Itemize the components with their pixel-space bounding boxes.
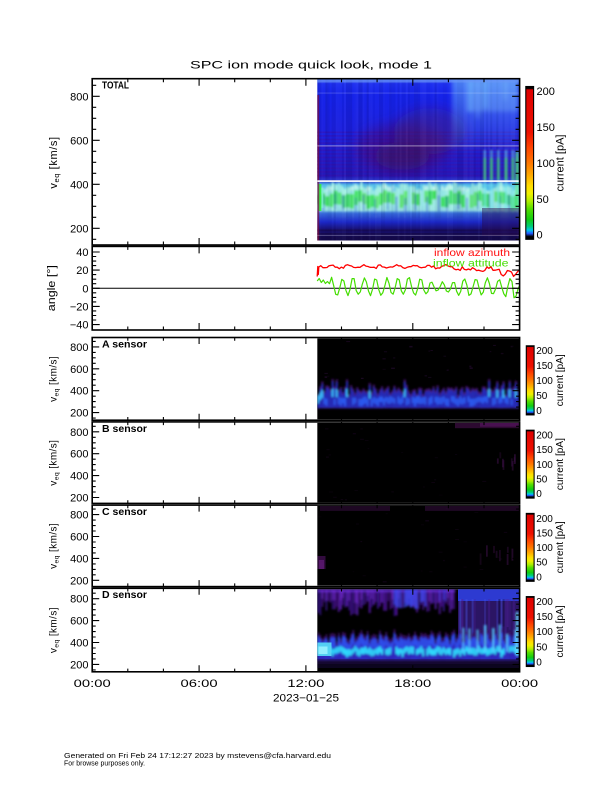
svg-text:TOTAL: TOTAL (102, 81, 129, 92)
svg-text:50: 50 (536, 475, 548, 486)
svg-text:150: 150 (536, 361, 553, 372)
svg-text:200: 200 (70, 659, 88, 671)
svg-text:40: 40 (76, 247, 88, 259)
svg-text:200: 200 (537, 86, 555, 98)
svg-text:For browse purposes only.: For browse purposes only. (64, 758, 145, 767)
svg-text:Generated on Fri Feb 24 17:12:: Generated on Fri Feb 24 17:12:27 2023 by… (64, 751, 331, 760)
svg-text:0: 0 (536, 658, 542, 669)
svg-text:−20: −20 (70, 301, 89, 313)
svg-text:20: 20 (76, 265, 88, 277)
svg-text:100: 100 (537, 158, 555, 170)
svg-text:0: 0 (82, 283, 88, 295)
svg-text:150: 150 (536, 445, 553, 456)
svg-text:C sensor: C sensor (102, 507, 147, 518)
svg-text:200: 200 (536, 597, 553, 608)
svg-text:current [pA]: current [pA] (555, 135, 567, 192)
svg-text:current [pA]: current [pA] (555, 438, 566, 490)
svg-text:0: 0 (537, 230, 543, 242)
svg-text:200: 200 (536, 346, 553, 357)
svg-text:800: 800 (70, 91, 88, 103)
svg-text:0: 0 (536, 572, 542, 583)
svg-text:100: 100 (536, 543, 553, 554)
svg-text:18:00: 18:00 (394, 678, 431, 690)
svg-text:0: 0 (536, 489, 542, 500)
svg-text:400: 400 (70, 471, 88, 483)
svg-text:06:00: 06:00 (181, 678, 218, 690)
svg-text:200: 200 (70, 223, 88, 235)
svg-text:50: 50 (537, 194, 549, 206)
svg-text:0: 0 (536, 406, 542, 417)
svg-text:2023−01−25: 2023−01−25 (273, 693, 339, 705)
svg-text:inflow attitude: inflow attitude (433, 257, 509, 269)
svg-text:B sensor: B sensor (102, 424, 147, 435)
svg-text:150: 150 (537, 122, 555, 134)
svg-text:50: 50 (536, 558, 548, 569)
svg-text:angle [°]: angle [°] (46, 265, 58, 311)
svg-text:800: 800 (70, 342, 88, 354)
svg-text:400: 400 (70, 553, 88, 565)
svg-text:veq [km/s]: veq [km/s] (49, 523, 61, 569)
svg-text:200: 200 (70, 493, 88, 505)
svg-text:200: 200 (536, 514, 553, 525)
svg-text:400: 400 (70, 386, 88, 398)
svg-text:veq [km/s]: veq [km/s] (49, 356, 61, 402)
svg-text:veq [km/s]: veq [km/s] (49, 607, 61, 653)
svg-text:veq [km/s]: veq [km/s] (49, 440, 61, 486)
svg-text:D sensor: D sensor (102, 590, 147, 601)
svg-text:400: 400 (70, 179, 88, 191)
svg-text:inflow azimuth: inflow azimuth (434, 247, 510, 259)
svg-text:A sensor: A sensor (102, 339, 147, 350)
svg-text:600: 600 (70, 364, 88, 376)
svg-text:200: 200 (70, 408, 88, 420)
svg-text:12:00: 12:00 (287, 678, 324, 690)
svg-text:current [pA]: current [pA] (555, 354, 566, 406)
svg-text:150: 150 (536, 612, 553, 623)
svg-text:100: 100 (536, 460, 553, 471)
svg-text:800: 800 (70, 427, 88, 439)
svg-text:50: 50 (536, 391, 548, 402)
svg-text:600: 600 (70, 616, 88, 628)
svg-text:800: 800 (70, 594, 88, 606)
svg-text:current [pA]: current [pA] (555, 605, 566, 657)
svg-text:200: 200 (70, 575, 88, 587)
svg-text:00:00: 00:00 (74, 678, 111, 690)
svg-text:veq [km/s]: veq [km/s] (48, 136, 61, 188)
svg-text:current [pA]: current [pA] (555, 521, 566, 573)
svg-text:150: 150 (536, 528, 553, 539)
svg-text:600: 600 (70, 532, 88, 544)
svg-text:SPC ion mode quick look, mode: SPC ion mode quick look, mode 1 (190, 60, 432, 72)
svg-text:200: 200 (536, 431, 553, 442)
svg-text:600: 600 (70, 449, 88, 461)
svg-text:00:00: 00:00 (501, 678, 538, 690)
svg-text:−40: −40 (70, 320, 89, 332)
svg-text:100: 100 (536, 627, 553, 638)
svg-text:400: 400 (70, 638, 88, 650)
svg-text:800: 800 (70, 510, 88, 522)
svg-text:100: 100 (536, 376, 553, 387)
svg-text:600: 600 (70, 135, 88, 147)
svg-text:50: 50 (536, 642, 548, 653)
